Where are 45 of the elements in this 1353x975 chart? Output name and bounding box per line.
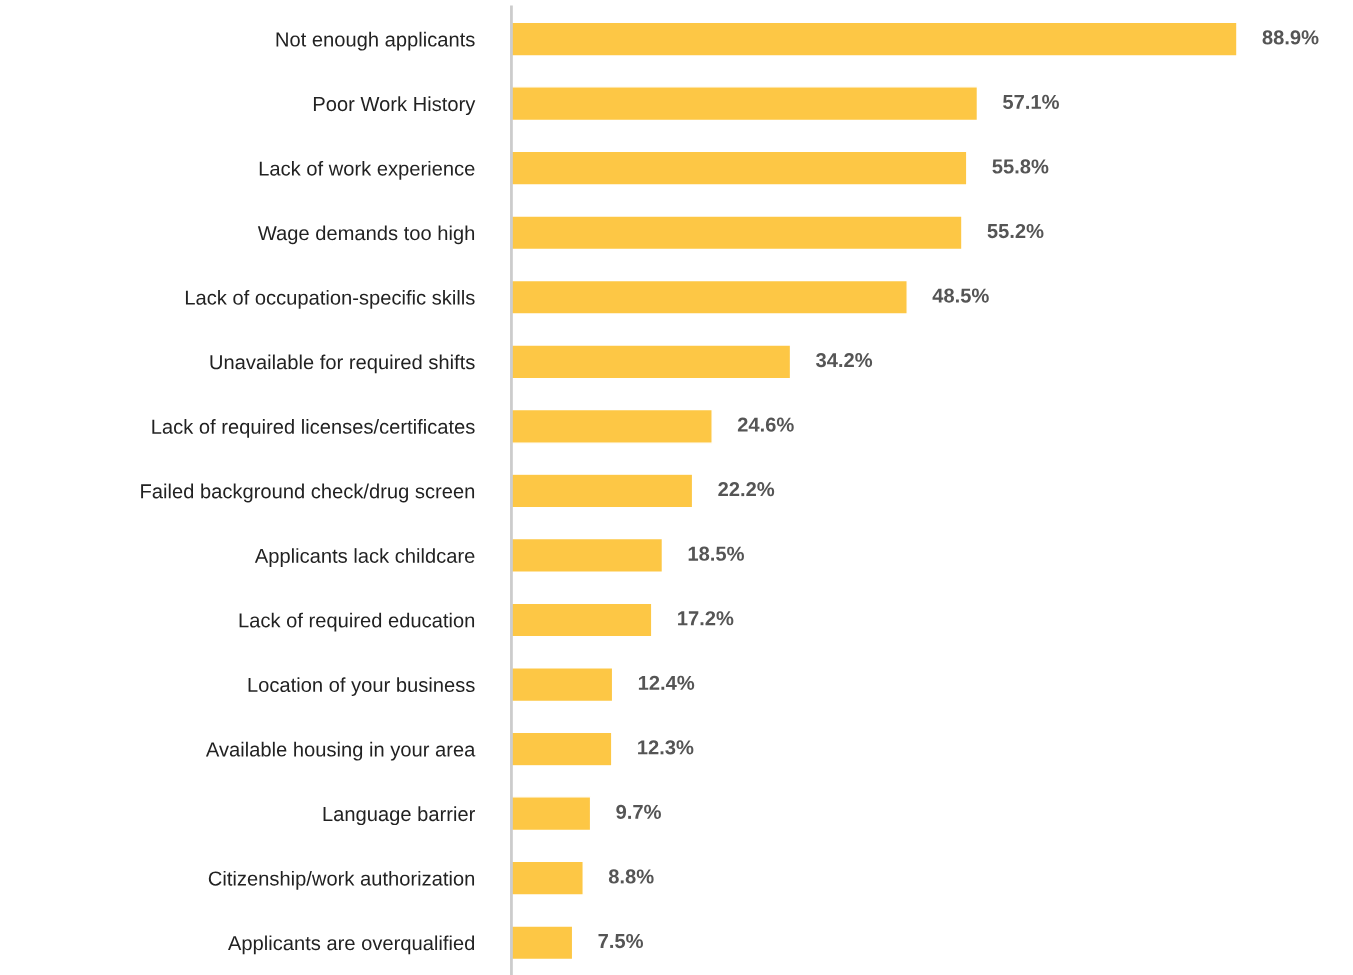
bar bbox=[511, 537, 664, 573]
y-tick-label: Available housing in your area bbox=[205, 741, 476, 761]
data-label: 48.5% bbox=[932, 288, 989, 303]
bar bbox=[511, 667, 614, 703]
data-label: 8.8% bbox=[608, 869, 654, 884]
bar bbox=[511, 21, 1238, 57]
bar bbox=[511, 408, 713, 444]
bar bbox=[511, 731, 613, 767]
data-label: 18.5% bbox=[688, 546, 744, 561]
bar bbox=[511, 279, 908, 315]
bar bbox=[511, 344, 792, 380]
data-label: 17.2% bbox=[678, 611, 734, 626]
y-tick-label: Lack of occupation-specific skills bbox=[185, 289, 475, 309]
y-tick-label: Lack of required licenses/certificates bbox=[152, 419, 475, 438]
bar bbox=[511, 215, 963, 251]
y-tick-label: Unavailable for required shifts bbox=[210, 354, 475, 374]
y-tick-label: Citizenship/work authorization bbox=[208, 870, 475, 890]
data-label: 22.2% bbox=[718, 482, 775, 497]
y-tick-label: Lack of required education bbox=[239, 612, 475, 632]
data-label: 55.2% bbox=[987, 223, 1044, 239]
data-label: 7.5% bbox=[598, 933, 644, 949]
bar bbox=[511, 473, 694, 509]
y-tick-label: Failed background check/drug screen bbox=[141, 483, 475, 503]
bar bbox=[511, 860, 584, 896]
data-label: 34.2% bbox=[815, 352, 873, 368]
bar bbox=[511, 925, 574, 961]
y-tick-label: Location of your business bbox=[248, 677, 475, 697]
data-label: 88.9% bbox=[1262, 30, 1319, 45]
bar bbox=[511, 602, 653, 638]
data-label: 9.7% bbox=[616, 804, 661, 820]
data-label: 24.6% bbox=[737, 417, 794, 432]
bar bbox=[511, 150, 968, 186]
y-tick-label: Applicants are overqualified bbox=[227, 935, 475, 955]
data-label: 12.4% bbox=[638, 675, 695, 690]
y-tick-label: Not enough applicants bbox=[276, 31, 475, 51]
data-label: 57.1% bbox=[1003, 94, 1059, 110]
y-tick-label: Poor Work History bbox=[313, 96, 476, 116]
y-tick-label: Wage demands too high bbox=[257, 225, 475, 245]
bar bbox=[511, 796, 592, 832]
data-label: 12.3% bbox=[638, 740, 694, 755]
y-tick-label: Applicants lack childcare bbox=[254, 548, 475, 567]
y-tick-label: Lack of work experience bbox=[259, 160, 475, 180]
bar bbox=[511, 86, 979, 122]
y-tick-label: Language barrier bbox=[323, 806, 475, 826]
data-label: 55.8% bbox=[992, 159, 1049, 174]
